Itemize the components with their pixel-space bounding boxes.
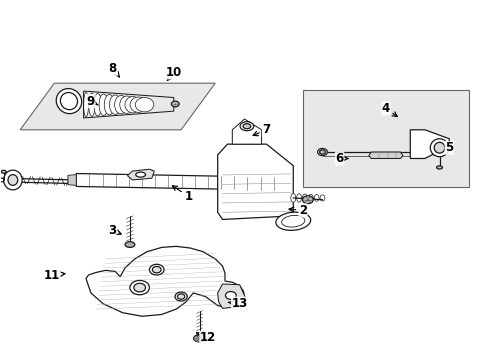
Ellipse shape: [194, 334, 204, 341]
Ellipse shape: [319, 150, 325, 154]
Ellipse shape: [61, 93, 78, 110]
Ellipse shape: [317, 148, 327, 156]
Text: 3: 3: [107, 224, 121, 237]
Polygon shape: [127, 169, 154, 180]
Ellipse shape: [243, 124, 250, 129]
Ellipse shape: [89, 93, 95, 116]
Ellipse shape: [152, 266, 161, 273]
Ellipse shape: [290, 193, 295, 202]
Ellipse shape: [130, 97, 147, 112]
Ellipse shape: [124, 96, 141, 113]
Polygon shape: [217, 284, 245, 309]
Text: 12: 12: [196, 331, 216, 344]
Ellipse shape: [104, 95, 114, 115]
Ellipse shape: [177, 294, 184, 299]
Text: 8: 8: [108, 62, 119, 77]
Polygon shape: [232, 119, 261, 144]
Polygon shape: [368, 152, 402, 158]
Polygon shape: [303, 90, 468, 187]
Ellipse shape: [171, 101, 179, 107]
Text: 10: 10: [165, 66, 182, 80]
Ellipse shape: [193, 335, 205, 342]
Ellipse shape: [130, 280, 149, 295]
Ellipse shape: [136, 172, 145, 177]
Text: 9: 9: [86, 95, 98, 108]
Ellipse shape: [436, 166, 442, 169]
Ellipse shape: [109, 95, 121, 114]
Text: 5: 5: [444, 141, 452, 154]
Ellipse shape: [281, 215, 304, 227]
Ellipse shape: [135, 98, 154, 112]
Ellipse shape: [3, 170, 22, 190]
Text: 7: 7: [253, 123, 270, 136]
Ellipse shape: [433, 142, 444, 153]
Polygon shape: [217, 144, 293, 220]
Ellipse shape: [149, 264, 163, 275]
Ellipse shape: [120, 96, 134, 113]
Ellipse shape: [125, 242, 135, 247]
Text: 6: 6: [335, 152, 347, 165]
Ellipse shape: [175, 292, 187, 301]
Ellipse shape: [8, 175, 18, 185]
Ellipse shape: [99, 94, 108, 115]
Ellipse shape: [56, 89, 81, 114]
Ellipse shape: [429, 139, 448, 157]
Ellipse shape: [302, 194, 307, 202]
Polygon shape: [409, 130, 448, 158]
Ellipse shape: [94, 94, 102, 116]
Ellipse shape: [302, 196, 313, 204]
Text: 2: 2: [288, 204, 306, 217]
Ellipse shape: [114, 95, 127, 114]
Text: 13: 13: [228, 297, 247, 310]
Ellipse shape: [296, 194, 301, 202]
Text: 4: 4: [381, 102, 396, 117]
Ellipse shape: [240, 122, 253, 131]
Polygon shape: [86, 246, 244, 316]
Ellipse shape: [308, 194, 313, 202]
Ellipse shape: [275, 212, 310, 230]
Text: 1: 1: [172, 186, 192, 203]
Ellipse shape: [134, 283, 145, 292]
Polygon shape: [20, 83, 215, 130]
Ellipse shape: [1, 170, 6, 173]
Ellipse shape: [320, 195, 325, 201]
Text: 11: 11: [44, 269, 65, 282]
Polygon shape: [68, 175, 76, 185]
Polygon shape: [76, 174, 273, 190]
Ellipse shape: [225, 292, 236, 300]
Ellipse shape: [83, 93, 88, 117]
Ellipse shape: [314, 195, 319, 201]
